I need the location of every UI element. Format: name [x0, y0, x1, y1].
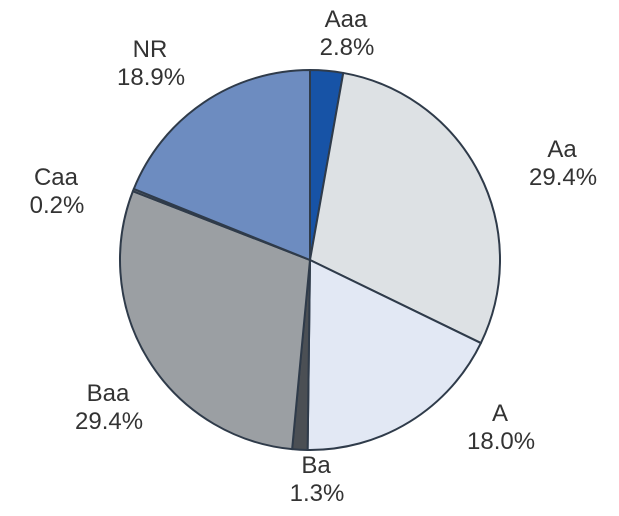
pie-label-name: Ba: [290, 452, 343, 480]
pie-label-aaa: Aaa2.8%: [320, 6, 373, 61]
pie-label-pct: 18.9%: [117, 64, 183, 92]
pie-label-caa: Caa0.2%: [30, 164, 83, 219]
pie-label-name: A: [467, 400, 533, 428]
pie-label-name: Aa: [529, 136, 595, 164]
pie-label-name: Caa: [30, 164, 83, 192]
pie-label-pct: 0.2%: [30, 192, 83, 220]
pie-label-pct: 18.0%: [467, 428, 533, 456]
pie-label-pct: 2.8%: [320, 34, 373, 62]
pie-label-name: Aaa: [320, 6, 373, 34]
pie-label-a: A18.0%: [467, 400, 533, 455]
pie-label-name: NR: [117, 36, 183, 64]
pie-label-nr: NR18.9%: [117, 36, 183, 91]
pie-label-baa: Baa29.4%: [75, 380, 141, 435]
pie-label-name: Baa: [75, 380, 141, 408]
pie-label-pct: 29.4%: [75, 408, 141, 436]
pie-label-ba: Ba1.3%: [290, 452, 343, 507]
pie-label-pct: 1.3%: [290, 480, 343, 508]
pie-chart: Aaa2.8%Aa29.4%A18.0%Ba1.3%Baa29.4%Caa0.2…: [0, 0, 619, 516]
pie-label-pct: 29.4%: [529, 164, 595, 192]
pie-label-aa: Aa29.4%: [529, 136, 595, 191]
